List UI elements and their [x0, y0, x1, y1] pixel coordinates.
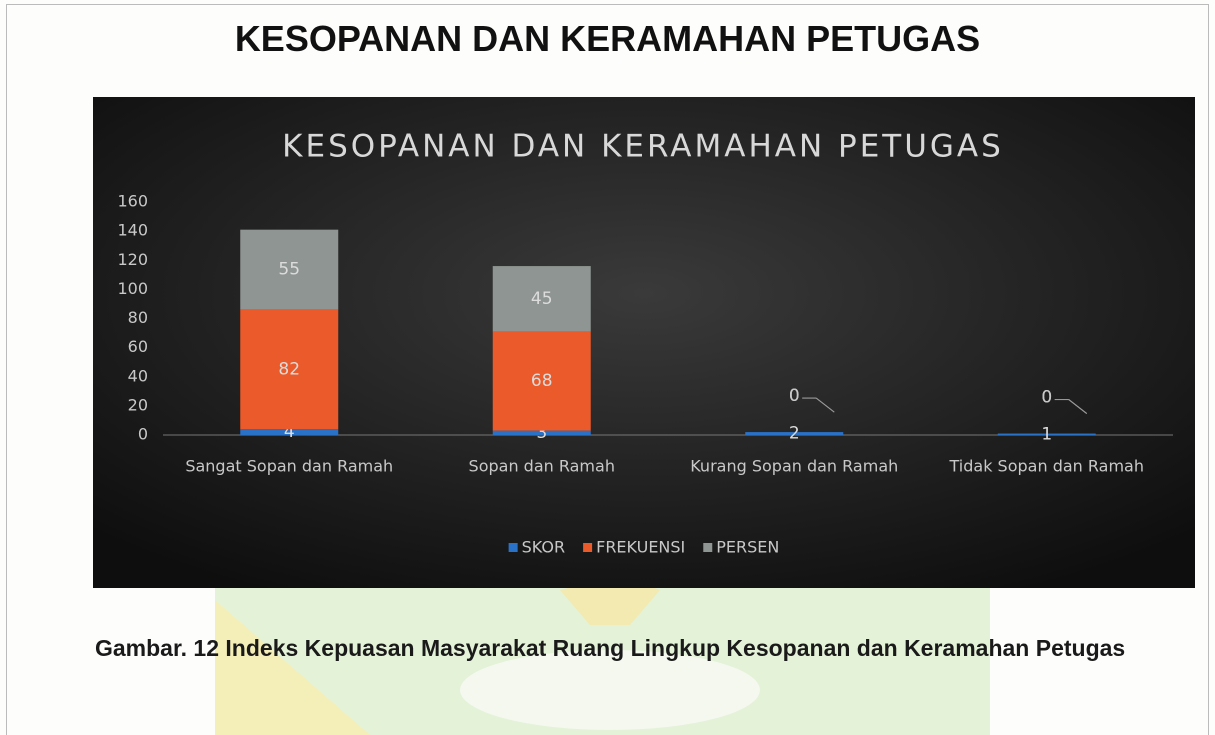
y-tick-label: 60 [128, 337, 148, 356]
bar-segment [240, 229, 339, 310]
y-tick-label: 0 [138, 425, 148, 444]
bar-segment [492, 430, 591, 435]
data-label: 45 [531, 289, 553, 309]
bar-segment [240, 309, 339, 430]
data-label: 0 [789, 386, 800, 406]
bar-segment [997, 433, 1096, 435]
data-label: 1 [1041, 424, 1052, 444]
bar-segment [240, 429, 339, 435]
chart: KESOPANAN DAN KERAMAHAN PETUGAS 02040608… [93, 97, 1195, 588]
y-tick-label: 160 [117, 192, 148, 211]
data-label: 55 [278, 260, 300, 280]
data-label: 3 [536, 423, 547, 443]
data-label: 0 [789, 386, 800, 406]
chart-title: KESOPANAN DAN KERAMAHAN PETUGAS [282, 129, 1004, 165]
legend-item: FREKUENSI [583, 538, 685, 557]
leader-line [815, 397, 835, 413]
legend-swatch [508, 543, 518, 552]
data-label: 0 [1041, 388, 1052, 408]
legend-label: SKOR [522, 538, 565, 557]
legend-label: PERSEN [716, 538, 779, 557]
data-label: 0 [1041, 388, 1052, 408]
bar-segment [745, 432, 844, 435]
bar-segment [492, 266, 591, 332]
x-tick-label: Tidak Sopan dan Ramah [949, 457, 1144, 476]
x-tick-label: Sangat Sopan dan Ramah [185, 457, 393, 476]
data-label: 68 [531, 371, 553, 391]
y-tick-label: 20 [128, 395, 148, 414]
bar-segment [492, 331, 591, 431]
page-heading: KESOPANAN DAN KERAMAHAN PETUGAS [234, 18, 981, 59]
legend-swatch [703, 543, 713, 552]
y-tick-label: 40 [128, 366, 148, 385]
x-tick-label: Sopan dan Ramah [469, 457, 615, 476]
x-tick-label: Kurang Sopan dan Ramah [690, 457, 898, 476]
data-label: 2 [789, 424, 800, 444]
y-tick-label: 100 [117, 279, 148, 298]
y-tick-label: 80 [128, 308, 148, 327]
data-label: 4 [284, 422, 295, 442]
leader-line [1068, 399, 1088, 414]
y-tick-label: 120 [117, 250, 148, 269]
data-label: 82 [278, 359, 300, 379]
legend-item: SKOR [508, 538, 565, 557]
legend-label: FREKUENSI [596, 538, 685, 557]
y-tick-label: 140 [117, 221, 148, 240]
figure-caption: Gambar. 12 Indeks Kepuasan Masyarakat Ru… [95, 635, 1126, 661]
page-frame [6, 4, 1209, 735]
legend-swatch [583, 543, 593, 552]
legend-item: PERSEN [703, 538, 779, 557]
